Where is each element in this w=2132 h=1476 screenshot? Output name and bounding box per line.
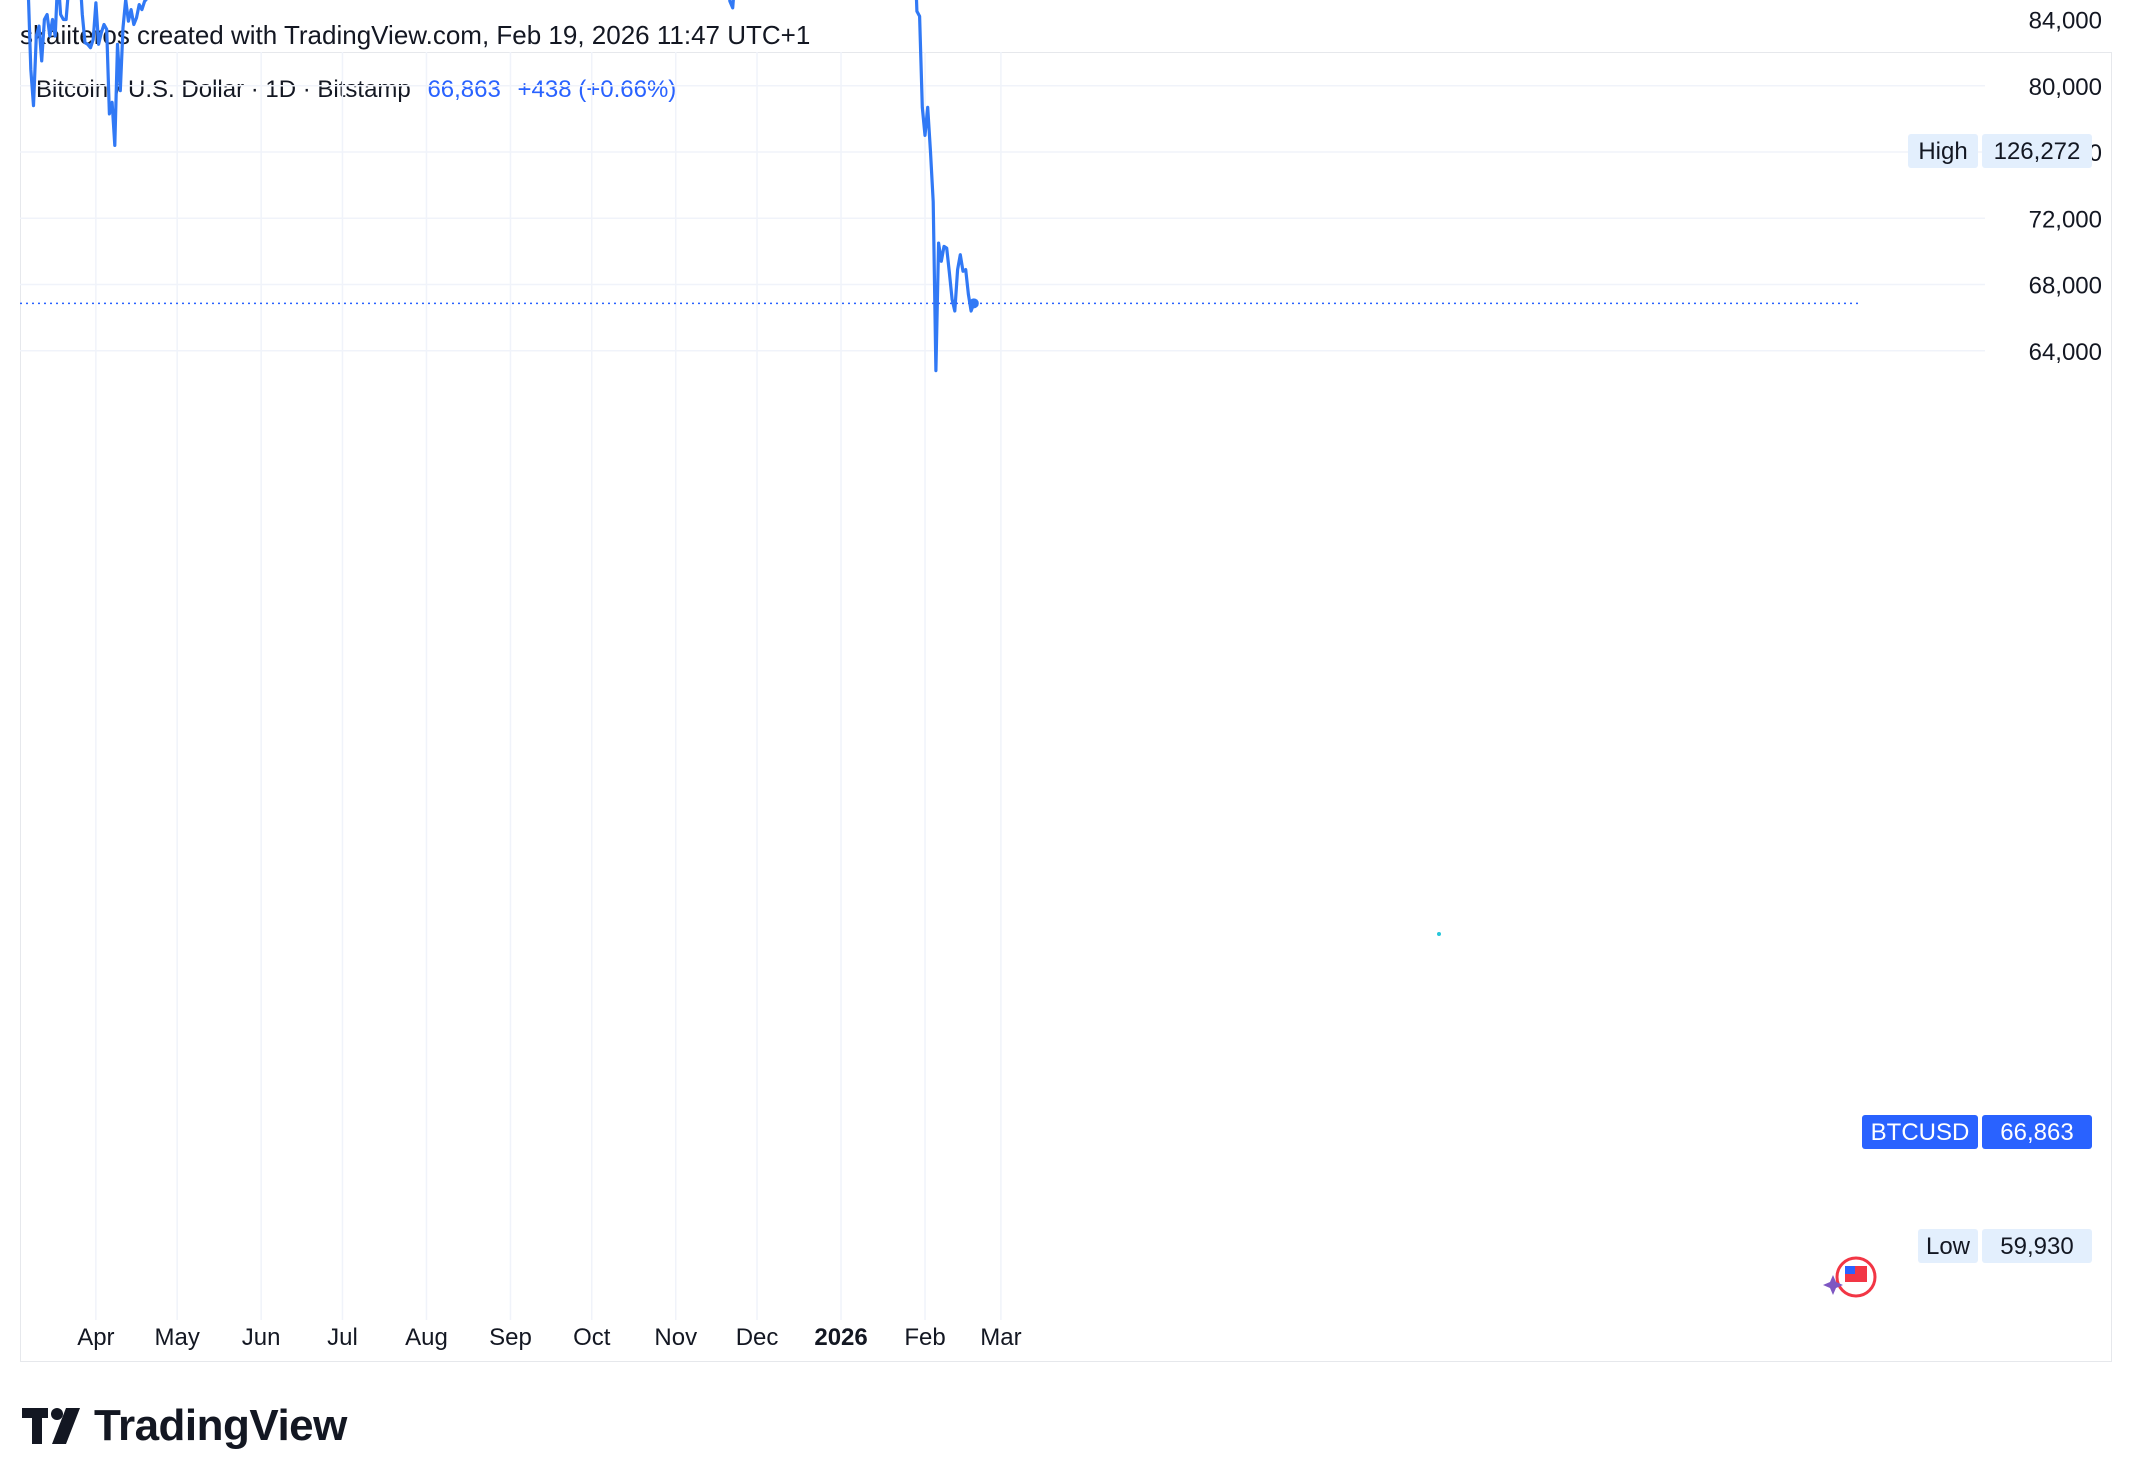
y-tick-label: 84,000 <box>2029 8 2102 35</box>
chart-frame <box>20 52 2112 1362</box>
symbol-description: Bitcoin / U.S. Dollar · 1D · Bitstamp <box>36 76 411 103</box>
symbol-legend: Bitcoin / U.S. Dollar · 1D · Bitstamp 66… <box>36 76 676 104</box>
chart-attribution: skaiiteros created with TradingView.com,… <box>20 20 811 50</box>
tradingview-logo[interactable]: TradingView <box>22 1398 347 1454</box>
tradingview-wordmark: TradingView <box>94 1401 347 1450</box>
legend-price: 66,863 <box>427 76 501 103</box>
tradingview-mark-icon <box>22 1408 80 1444</box>
legend-change: +438 (+0.66%) <box>517 76 677 103</box>
